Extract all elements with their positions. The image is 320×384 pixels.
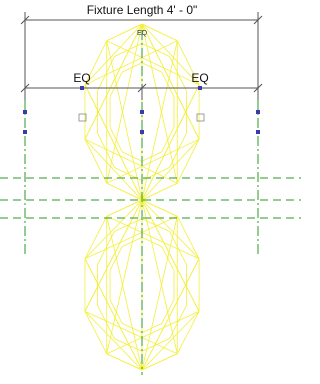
mesh-line bbox=[122, 152, 142, 161]
mesh-line bbox=[142, 339, 170, 352]
mesh-line bbox=[85, 139, 142, 200]
mesh-line bbox=[170, 133, 187, 167]
mesh-line bbox=[142, 200, 199, 259]
mesh-line bbox=[107, 24, 142, 183]
mesh-line bbox=[142, 24, 177, 183]
mesh-line bbox=[142, 183, 177, 200]
mesh-line bbox=[142, 216, 177, 370]
mesh-line bbox=[85, 200, 142, 259]
eq-label: EQ bbox=[73, 71, 90, 85]
mesh-line bbox=[114, 219, 142, 232]
mesh-line bbox=[170, 56, 187, 90]
mesh-line bbox=[85, 200, 142, 311]
mesh-line bbox=[142, 85, 199, 200]
mesh-line bbox=[114, 339, 142, 352]
mesh-line bbox=[142, 43, 170, 56]
mesh-line bbox=[107, 200, 142, 216]
mesh-line bbox=[142, 237, 162, 246]
mesh-line bbox=[142, 168, 170, 181]
mesh-line bbox=[85, 311, 142, 370]
dimension-label: Fixture Length 4' - 0" bbox=[87, 3, 198, 17]
mesh-line bbox=[170, 305, 187, 338]
mesh-line bbox=[142, 152, 162, 161]
mesh-line bbox=[107, 354, 142, 370]
mesh-line bbox=[142, 200, 177, 354]
mesh-line bbox=[97, 231, 114, 264]
mesh-line bbox=[85, 24, 142, 85]
eq-label: EQ bbox=[137, 30, 148, 37]
mesh-line bbox=[107, 200, 142, 354]
mesh-line bbox=[85, 311, 177, 354]
mesh-line bbox=[114, 43, 142, 56]
mesh-line bbox=[107, 216, 142, 370]
mesh-line bbox=[142, 354, 177, 370]
mesh-line bbox=[142, 41, 177, 200]
mesh-line bbox=[107, 183, 142, 200]
mesh-line bbox=[122, 63, 142, 72]
mesh-line bbox=[107, 41, 142, 200]
mesh-line bbox=[142, 139, 199, 200]
mesh-line bbox=[114, 168, 142, 181]
mesh-line bbox=[85, 139, 177, 183]
mesh-line bbox=[85, 85, 142, 200]
mesh-line bbox=[142, 324, 162, 333]
cad-view: Fixture Length 4' - 0" EQ EQ EQ bbox=[0, 0, 301, 384]
mesh-line bbox=[85, 24, 142, 139]
mesh-line bbox=[142, 259, 199, 370]
mesh-line bbox=[142, 200, 199, 311]
mesh-line bbox=[122, 237, 142, 246]
mesh-line bbox=[142, 311, 199, 370]
mesh-line bbox=[122, 324, 142, 333]
mesh-line bbox=[142, 63, 162, 72]
mesh-line bbox=[107, 41, 199, 85]
mesh-line bbox=[142, 219, 170, 232]
mesh-line bbox=[97, 305, 114, 338]
mesh-line bbox=[170, 231, 187, 264]
mesh-line bbox=[142, 200, 177, 216]
eq-label: EQ bbox=[191, 71, 208, 85]
mesh-line bbox=[142, 24, 177, 41]
mesh-line bbox=[107, 216, 199, 259]
mesh-line bbox=[97, 133, 114, 167]
mesh-line bbox=[97, 56, 114, 90]
mesh-line bbox=[85, 259, 142, 370]
